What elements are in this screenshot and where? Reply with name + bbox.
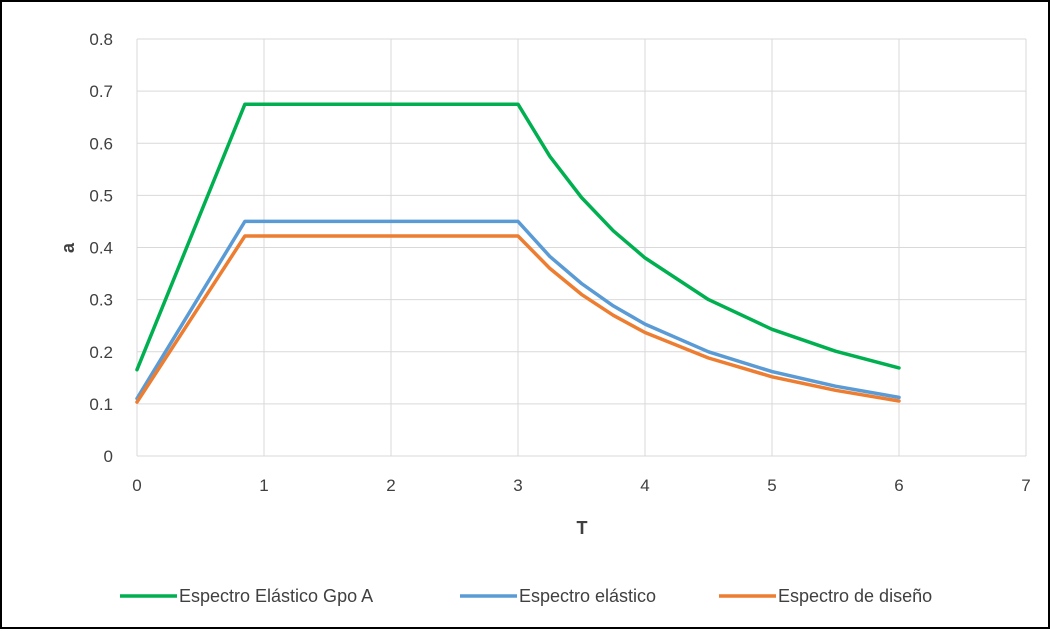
series-lines (135, 102, 901, 404)
x-tick-label: 7 (1021, 476, 1030, 495)
x-axis-title: T (577, 518, 588, 538)
x-tick-labels: 0 1 2 3 4 5 6 7 (132, 476, 1030, 495)
y-tick-label: 0.4 (89, 239, 113, 258)
series-line-2 (135, 219, 901, 401)
y-tick-label: 0.6 (89, 134, 113, 153)
legend-label-3: Espectro de diseño (778, 586, 932, 606)
legend-label-1: Espectro Elástico Gpo A (179, 586, 373, 606)
y-tick-label: 0.2 (89, 343, 113, 362)
y-tick-label: 0.3 (89, 291, 113, 310)
series-line-1 (135, 102, 901, 372)
legend-label-2: Espectro elástico (519, 586, 656, 606)
x-tick-label: 0 (132, 476, 141, 495)
gridlines (136, 38, 1027, 457)
x-tick-label: 2 (386, 476, 395, 495)
y-tick-labels: 0 0.1 0.2 0.3 0.4 0.5 0.6 0.7 0.8 (89, 30, 113, 466)
legend: Espectro Elástico Gpo A Espectro elástico… (120, 586, 932, 606)
x-tick-label: 6 (894, 476, 903, 495)
y-tick-label: 0.5 (89, 186, 113, 205)
y-axis-title: a (58, 242, 78, 253)
y-tick-label: 0 (104, 447, 113, 466)
x-tick-label: 3 (513, 476, 522, 495)
x-tick-label: 1 (259, 476, 268, 495)
y-tick-label: 0.7 (89, 82, 113, 101)
series-line-3 (135, 234, 901, 404)
x-tick-label: 4 (640, 476, 649, 495)
y-tick-label: 0.8 (89, 30, 113, 49)
y-tick-label: 0.1 (89, 395, 113, 414)
x-tick-label: 5 (767, 476, 776, 495)
